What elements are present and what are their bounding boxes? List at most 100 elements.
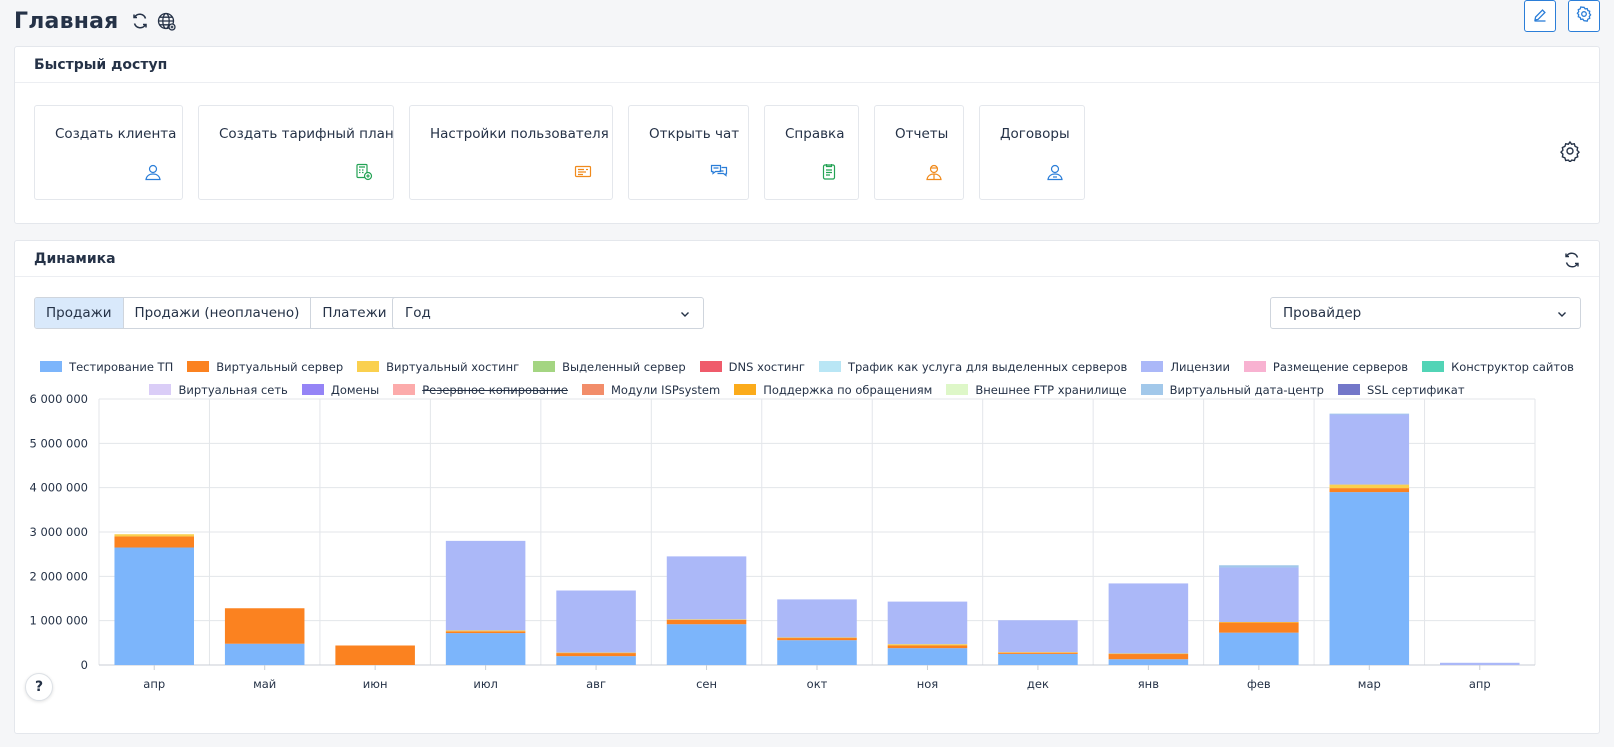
provider-select-value: Провайдер — [1283, 305, 1362, 321]
legend-item[interactable]: Лицензии — [1141, 360, 1230, 374]
dynamics-title: Динамика — [15, 241, 1599, 277]
x-tick-label: июн — [363, 677, 388, 691]
legend-label: Поддержка по обращениям — [763, 382, 933, 397]
legend-label: Конструктор сайтов — [1451, 359, 1574, 374]
bar-segment — [1219, 567, 1299, 622]
bar-segment — [335, 645, 415, 665]
tab-sales[interactable]: Продажи — [35, 298, 124, 328]
legend-swatch — [149, 384, 172, 395]
legend-swatch — [1243, 361, 1266, 372]
bar-segment — [556, 590, 636, 653]
bar-segment — [1219, 632, 1299, 665]
legend-item[interactable]: Виртуальный сервер — [187, 360, 343, 374]
help-button[interactable]: ? — [25, 673, 53, 701]
legend-label: SSL сертификат — [1366, 382, 1465, 397]
legend-item[interactable]: DNS хостинг — [699, 360, 805, 374]
bar-segment — [1329, 414, 1410, 485]
legend-row: Тестирование ТП Виртуальный сервер Виртуал… — [15, 355, 1599, 378]
y-tick-label: 4 000 000 — [29, 481, 88, 495]
card-label: Договоры — [1000, 126, 1070, 142]
bar-segment — [114, 534, 194, 537]
contracts-card[interactable]: Договоры — [979, 105, 1085, 200]
sales-chart: 0 1 000 000 2 000 000 3 000 000 4 000 000 5 0… — [29, 392, 1536, 691]
quick-access-panel: Быстрый доступ Создать клиента Создать т… — [14, 46, 1600, 224]
chevron-down-icon — [679, 308, 691, 320]
legend-label: Тестирование ТП — [69, 359, 174, 374]
bar-segment — [1329, 413, 1410, 415]
legend-swatch — [818, 361, 841, 372]
bar-segment — [114, 536, 194, 548]
legend-item[interactable]: Домены — [301, 383, 379, 397]
legend-item[interactable]: Модули ISPsystem — [581, 383, 720, 397]
legend-item[interactable]: Внешнее FTP хранилище — [946, 382, 1127, 397]
bar-segment — [777, 637, 857, 641]
legend-swatch — [40, 361, 63, 372]
legend-item[interactable]: Размещение серверов — [1243, 360, 1408, 374]
bar-segment — [1329, 492, 1410, 665]
y-tick-label: 1 000 000 — [29, 614, 88, 628]
legend-item[interactable]: Выделенный сервер — [533, 360, 686, 374]
bar-segment — [1108, 659, 1189, 665]
tab-payments[interactable]: Платежи — [311, 298, 398, 328]
legend-swatch — [1422, 361, 1445, 372]
bar-segment — [1108, 583, 1189, 654]
x-tick-label: фев — [1247, 677, 1271, 691]
refresh-icon[interactable] — [130, 11, 150, 31]
create-client-card[interactable]: Создать клиента — [34, 105, 183, 200]
bar-segment — [1219, 621, 1299, 623]
y-tick-label: 3 000 000 — [29, 525, 88, 539]
legend-swatch — [946, 384, 969, 395]
legend-item[interactable]: Трафик как услуга для выделенных серверо… — [818, 359, 1128, 374]
user-icon — [144, 163, 162, 181]
card-label: Открыть чат — [649, 126, 740, 142]
bar-segment — [887, 601, 968, 645]
bar-segment — [1329, 484, 1410, 489]
legend-item[interactable]: Виртуальный хостинг — [357, 360, 519, 374]
legend-row: Виртуальная сеть Домены Резервное копирова… — [15, 378, 1599, 401]
user-settings-card[interactable]: Настройки пользователя — [409, 105, 613, 200]
legend-item[interactable]: Виртуальный дата-центр — [1140, 382, 1324, 397]
create-tariff-card[interactable]: Создать тарифный план — [198, 105, 394, 200]
dynamics-refresh-icon[interactable] — [1563, 251, 1581, 269]
settings-button[interactable] — [1568, 0, 1600, 32]
page-title: Главная — [14, 8, 119, 34]
x-tick-label: июл — [473, 677, 498, 691]
bar-segment — [1440, 662, 1520, 665]
reports-card[interactable]: Отчеты — [874, 105, 964, 200]
help-card[interactable]: Справка — [764, 105, 859, 200]
agent-icon — [925, 163, 943, 181]
legend-swatch — [301, 384, 324, 395]
legend-label: Виртуальный дата-центр — [1169, 382, 1324, 397]
x-tick-label: май — [253, 677, 276, 691]
x-tick-label: апр — [1469, 677, 1491, 691]
legend-label: Трафик как услуга для выделенных серверо… — [847, 359, 1128, 374]
legend-swatch — [1140, 384, 1163, 395]
edit-button[interactable] — [1524, 0, 1556, 32]
legend-item[interactable]: Конструктор сайтов — [1422, 360, 1574, 374]
document-icon — [820, 163, 838, 181]
legend-item[interactable]: Поддержка по обращениям — [734, 383, 932, 397]
period-select[interactable]: Год — [392, 297, 704, 329]
card-label: Создать клиента — [55, 126, 177, 142]
calculator-plus-icon — [355, 163, 373, 181]
legend-item[interactable]: Резервное копирование — [393, 383, 568, 397]
legend-item[interactable]: SSL сертификат — [1337, 382, 1465, 397]
quick-access-settings-icon[interactable] — [1559, 140, 1581, 164]
legend-swatch — [581, 384, 604, 395]
bar-segment — [998, 653, 1078, 665]
legend-label: Виртуальная сеть — [178, 382, 288, 397]
legend-item[interactable]: Тестирование ТП — [40, 360, 173, 374]
provider-select[interactable]: Провайдер — [1270, 297, 1581, 329]
bar-segment — [224, 643, 305, 665]
legend-item[interactable]: Виртуальная сеть — [149, 382, 288, 397]
bar-segment — [998, 652, 1078, 654]
bar-segment — [1108, 653, 1189, 660]
bar-segment — [887, 645, 968, 649]
globe-icon[interactable] — [156, 11, 176, 31]
open-chat-card[interactable]: Открыть чат — [628, 105, 749, 200]
dynamics-tabs: Продажи Продажи (неоплачено) Платежи — [34, 297, 399, 329]
tab-sales-unpaid[interactable]: Продажи (неоплачено) — [123, 298, 312, 328]
legend-label: Внешнее FTP хранилище — [975, 382, 1127, 397]
gear-icon — [1576, 6, 1592, 26]
bar-segment — [1108, 653, 1189, 655]
